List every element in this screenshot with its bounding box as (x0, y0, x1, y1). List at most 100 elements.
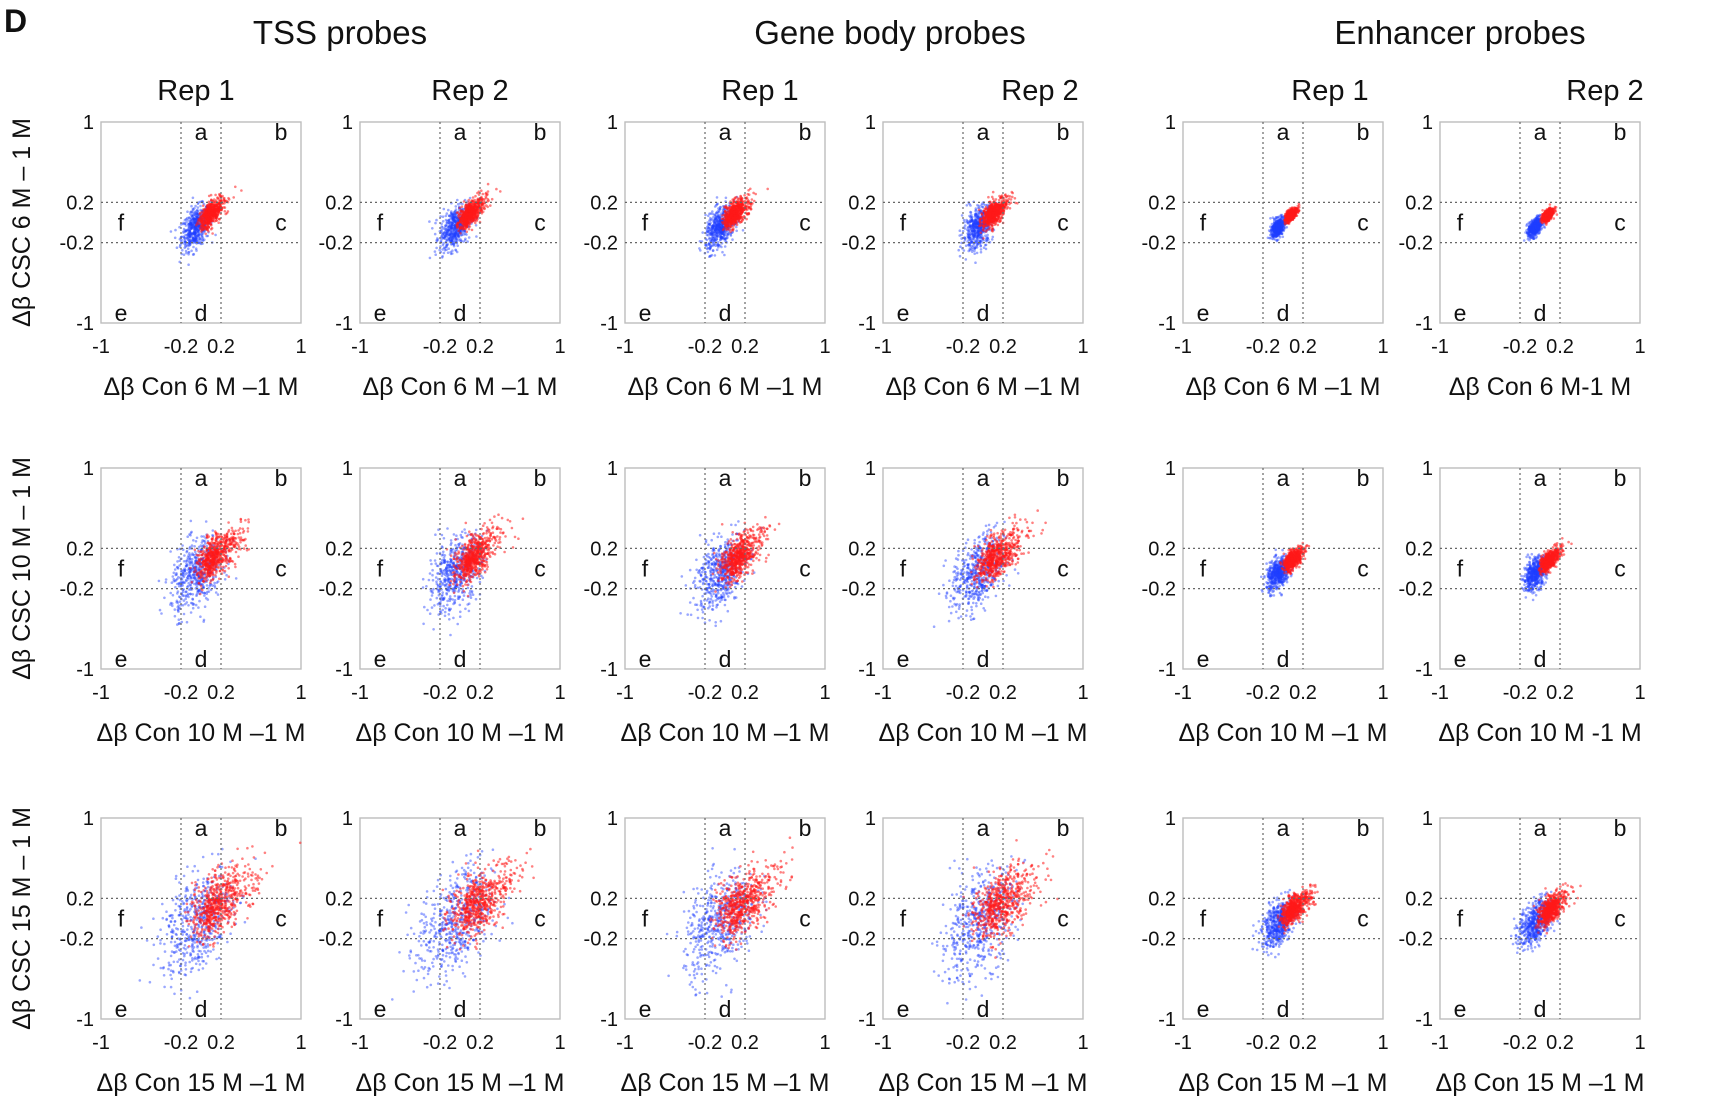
point-series-1 (973, 252, 976, 255)
point-series-2 (1011, 191, 1014, 194)
point-series-1 (968, 203, 971, 206)
point-series-1 (475, 224, 478, 227)
point-series-2 (738, 205, 741, 208)
point-series-2 (980, 231, 983, 234)
point-series-1 (447, 251, 450, 254)
point-series-1 (187, 253, 190, 256)
point-series-2 (722, 229, 725, 232)
point-series-2 (723, 219, 726, 222)
point-series-1 (202, 239, 205, 242)
point-series-2 (725, 206, 728, 209)
point-series-2 (742, 207, 745, 210)
point-series-2 (1007, 206, 1010, 209)
point-series-1 (974, 247, 977, 250)
region-label-b: b (1057, 119, 1070, 145)
point-series-1 (214, 234, 217, 237)
point-series-1 (974, 213, 977, 216)
point-series-1 (189, 243, 192, 246)
point-series-2 (754, 193, 757, 196)
y-tick-label: 0.2 (590, 192, 618, 214)
point-series-1 (957, 249, 960, 252)
point-series-1 (190, 240, 193, 243)
region-label-e: e (374, 300, 387, 326)
point-series-2 (202, 226, 205, 229)
point-series-1 (445, 215, 448, 218)
point-series-1 (443, 208, 446, 211)
point-series-2 (986, 222, 989, 225)
y-tick-label: -0.2 (842, 233, 876, 255)
point-series-1 (713, 232, 716, 235)
point-series-1 (445, 245, 448, 248)
point-series-1 (712, 249, 715, 252)
point-series-2 (459, 227, 462, 230)
point-series-2 (751, 198, 754, 201)
y-tick-label: 0.2 (325, 192, 353, 214)
point-series-2 (470, 215, 473, 218)
point-series-2 (724, 210, 727, 213)
point-series-2 (211, 209, 214, 212)
region-label-c: c (534, 210, 546, 236)
point-series-1 (979, 228, 982, 231)
point-series-1 (442, 215, 445, 218)
point-series-2 (458, 213, 461, 216)
point-series-1 (979, 245, 982, 248)
point-series-2 (989, 218, 992, 221)
point-series-1 (710, 233, 713, 236)
point-series-2 (212, 218, 215, 221)
rep-title-6: Rep 2 (1566, 75, 1643, 107)
point-series-1 (456, 251, 459, 254)
point-series-1 (724, 245, 727, 248)
point-series-2 (208, 210, 211, 213)
point-series-2 (485, 197, 488, 200)
point-series-2 (983, 222, 986, 225)
y-tick-label: 0.2 (848, 192, 876, 214)
point-series-1 (193, 227, 196, 230)
point-series-1 (992, 236, 995, 239)
point-series-1 (185, 218, 188, 221)
point-series-1 (707, 215, 710, 218)
point-series-2 (988, 228, 991, 231)
point-series-1 (188, 232, 191, 235)
point-series-2 (987, 196, 990, 199)
point-series-2 (217, 221, 220, 224)
point-series-1 (457, 203, 460, 206)
point-series-1 (192, 197, 195, 200)
point-series-1 (714, 254, 717, 257)
point-series-1 (190, 205, 193, 208)
point-series-1 (970, 229, 973, 232)
region-label-c: c (799, 210, 811, 236)
point-series-2 (980, 212, 983, 215)
point-series-1 (971, 219, 974, 222)
point-series-1 (434, 250, 437, 253)
rep-title-1: Rep 1 (157, 75, 234, 107)
row-label-2: Δβ CSC 10 M – 1 M (8, 457, 36, 680)
x-tick-label: 1 (819, 336, 830, 358)
point-series-2 (1005, 196, 1008, 199)
point-series-2 (990, 224, 993, 227)
x-tick-label: 0.2 (207, 336, 235, 358)
point-series-1 (195, 249, 198, 252)
y-tick-label: -1 (858, 313, 876, 335)
point-series-2 (993, 209, 996, 212)
point-series-2 (458, 216, 461, 219)
point-series-2 (202, 218, 205, 221)
point-series-2 (459, 207, 462, 210)
point-series-1 (969, 237, 972, 240)
point-series-2 (468, 228, 471, 231)
point-series-1 (184, 234, 187, 237)
point-series-1 (985, 248, 988, 251)
y-tick-label: -0.2 (60, 233, 94, 255)
point-series-2 (1014, 197, 1017, 200)
point-series-1 (969, 211, 972, 214)
point-series-1 (451, 213, 454, 216)
point-series-2 (989, 215, 992, 218)
point-series-1 (976, 216, 979, 219)
region-label-b: b (534, 119, 547, 145)
point-series-2 (208, 195, 211, 198)
point-series-1 (707, 230, 710, 233)
region-label-f: f (642, 210, 649, 236)
point-series-2 (221, 195, 224, 198)
y-tick-label: 0.2 (66, 192, 94, 214)
point-series-1 (198, 241, 201, 244)
point-series-1 (198, 239, 201, 242)
